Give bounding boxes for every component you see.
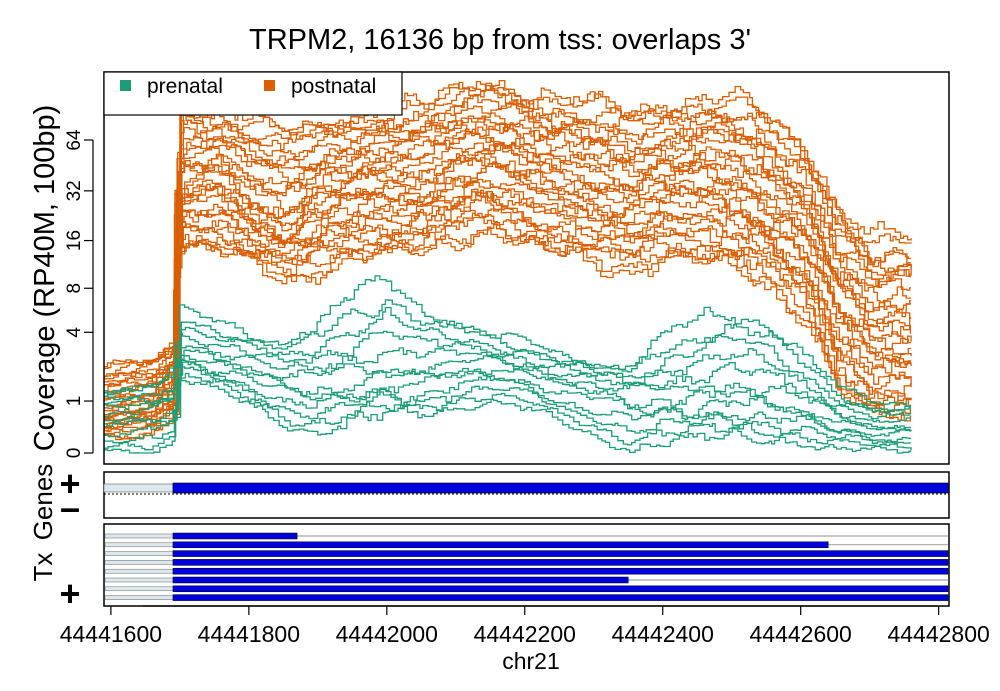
postnatal-coverage-line (104, 117, 912, 387)
prenatal-coverage-line (104, 330, 912, 420)
series-traces (104, 80, 912, 454)
prenatal-coverage-line (104, 349, 912, 431)
tx-features (104, 532, 949, 601)
y-axis: 0 1 4 8 16 32 64 (64, 129, 94, 459)
tx-track-label: Tx (28, 553, 58, 582)
tx-strand-label: + (59, 573, 80, 614)
prenatal-coverage-line (104, 379, 912, 454)
postnatal-coverage-line (104, 214, 912, 433)
postnatal-coverage-line (104, 95, 912, 386)
prenatal-coverage-line (104, 345, 912, 423)
legend-label-prenatal: prenatal (147, 75, 223, 98)
transcript-exon (172, 594, 949, 601)
transcript-exon (172, 550, 949, 557)
y-tick-label: 64 (64, 129, 85, 151)
transcript-exon (172, 567, 949, 575)
postnatal-coverage-line (104, 162, 912, 416)
transcript-exon (172, 541, 829, 549)
x-axis-label: chr21 (502, 648, 560, 674)
gene-exon (172, 482, 949, 494)
postnatal-coverage-line (104, 142, 912, 412)
postnatal-coverage-line (104, 193, 912, 428)
prenatal-coverage-line (104, 354, 912, 432)
postnatal-coverage-line (104, 188, 912, 422)
postnatal-coverage-line (104, 142, 912, 401)
postnatal-coverage-line (104, 80, 912, 377)
legend-swatch-prenatal (120, 80, 131, 91)
postnatal-coverage-line (104, 115, 912, 383)
x-tick-label: 44442400 (612, 621, 714, 647)
postnatal-coverage-line (104, 80, 912, 368)
genes-track-frame (103, 471, 950, 519)
postnatal-coverage-line (104, 126, 912, 399)
transcript-utr (104, 542, 174, 548)
legend: prenatal postnatal (103, 71, 403, 116)
transcript-exon (172, 585, 949, 593)
postnatal-coverage-line (104, 128, 912, 394)
transcript-exon (172, 576, 629, 584)
legend-box (103, 71, 403, 116)
transcript-utr (104, 533, 174, 539)
coverage-plot-frame (103, 71, 950, 465)
postnatal-coverage-line (104, 81, 912, 370)
postnatal-coverage-line (104, 175, 912, 420)
x-tick-label: 44441600 (60, 621, 162, 647)
transcript-utr (104, 551, 174, 556)
genes-features (103, 482, 949, 494)
transcript-exon (172, 532, 298, 540)
transcript-utr (104, 568, 174, 574)
y-tick-label: 8 (64, 283, 85, 294)
postnatal-coverage-line (104, 120, 912, 392)
prenatal-coverage-line (104, 361, 912, 437)
prenatal-coverage-line (104, 275, 912, 407)
prenatal-coverage-line (104, 372, 912, 451)
transcript-utr (104, 595, 174, 600)
transcript-utr (104, 577, 174, 583)
legend-swatch-postnatal (264, 80, 275, 91)
x-tick-label: 44442800 (887, 621, 989, 647)
x-tick-label: 44442000 (336, 621, 438, 647)
prenatal-coverage-line (104, 359, 912, 443)
y-tick-label: 1 (64, 396, 85, 407)
x-tick-label: 44441800 (198, 621, 300, 647)
postnatal-coverage-line (104, 155, 912, 416)
y-tick-label: 32 (64, 180, 85, 201)
transcript-utr (104, 586, 174, 592)
genes-track: + – Genes (28, 463, 950, 541)
y-axis-label: Coverage (RP40M, 100bp) (29, 105, 61, 452)
prenatal-coverage-line (104, 366, 912, 444)
postnatal-coverage-line (104, 151, 912, 408)
transcript-exon (172, 559, 949, 566)
coverage-panel: 0 1 4 8 16 32 64 Coverage (RP40M, 100bp) prena… (29, 71, 950, 465)
y-tick-label: 16 (64, 230, 85, 251)
tx-track: + Tx (28, 523, 950, 614)
transcript-utr (104, 560, 174, 565)
genes-plus-strand-label: + (59, 463, 80, 504)
gene-utr (103, 483, 174, 493)
x-axis: 44441600 44441800 44442000 44442200 44442400… (60, 605, 990, 647)
genes-minus-strand-label: – (60, 487, 80, 528)
x-tick-label: 44442200 (474, 621, 576, 647)
legend-label-postnatal: postnatal (291, 75, 376, 98)
postnatal-coverage-line (104, 206, 912, 432)
chart-title: TRPM2, 16136 bp from tss: overlaps 3' (249, 24, 751, 56)
series-layer (104, 80, 912, 454)
genes-track-label: Genes (28, 464, 58, 541)
y-tick-label: 4 (64, 327, 85, 338)
postnatal-coverage-line (104, 226, 912, 441)
x-tick-label: 44442600 (750, 621, 852, 647)
y-tick-label: 0 (64, 448, 85, 459)
